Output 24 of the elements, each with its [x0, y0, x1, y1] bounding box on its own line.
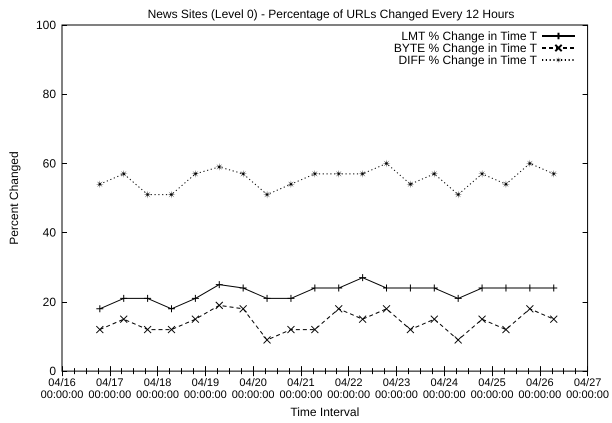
- x-tick-label: 04/24 00:00:00: [422, 377, 466, 402]
- x-tick-label: 04/18 00:00:00: [136, 377, 179, 402]
- legend-label: BYTE % Change in Time T: [394, 41, 538, 55]
- x-tick-label: 04/19 00:00:00: [184, 377, 227, 402]
- legend-label: LMT % Change in Time T: [401, 29, 538, 43]
- y-axis-title: Percent Changed: [7, 151, 21, 245]
- x-tick-label: 04/21 00:00:00: [279, 377, 322, 402]
- y-tick-label: 0: [49, 364, 56, 378]
- x-tick-label: 04/23 00:00:00: [375, 377, 418, 402]
- y-tick-label: 80: [42, 87, 56, 102]
- x-tick-label: 04/25 00:00:00: [470, 377, 514, 402]
- x-tick-label: 04/20 00:00:00: [232, 377, 275, 402]
- chart-title: News Sites (Level 0) - Percentage of URLs Changed Every 12 Hours: [148, 7, 514, 21]
- y-tick-label: 100: [36, 18, 56, 32]
- y-tick-label: 60: [42, 156, 56, 170]
- x-tick-label: 04/16 00:00:00: [40, 377, 84, 402]
- y-tick-label: 40: [42, 226, 56, 240]
- x-tick-label: 04/17 00:00:00: [88, 377, 132, 402]
- x-tick-label: 04/26 00:00:00: [518, 377, 562, 402]
- y-tick-label: 20: [42, 294, 56, 309]
- x-tick-label: 04/22 00:00:00: [327, 377, 370, 402]
- x-tick-label: 04/27 00:00:00: [566, 377, 610, 402]
- legend-label: DIFF % Change in Time T: [398, 53, 538, 67]
- x-axis-title: Time Interval: [290, 405, 360, 419]
